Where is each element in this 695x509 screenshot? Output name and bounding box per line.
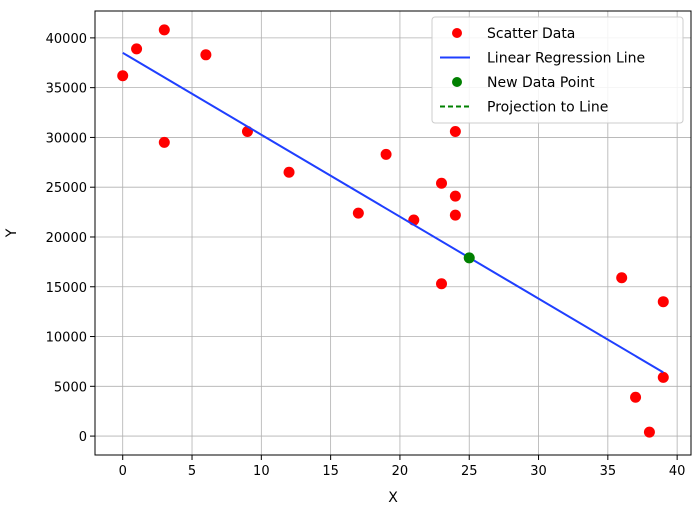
scatter-point: [158, 24, 170, 36]
y-tick-label: 10000: [46, 331, 87, 346]
legend-marker-new-point: [452, 77, 462, 87]
scatter-point: [131, 43, 143, 55]
y-tick-label: 30000: [46, 131, 87, 146]
regression-line: [122, 51, 664, 374]
y-tick-label: 25000: [46, 181, 87, 196]
y-axis-label: Y: [4, 228, 20, 238]
scatter-point: [436, 278, 448, 290]
scatter-point: [436, 177, 448, 189]
scatter-point: [283, 166, 295, 178]
new-data-point: [463, 252, 475, 264]
scatter-point: [449, 209, 461, 221]
x-tick-label: 25: [461, 464, 478, 479]
x-tick-label: 0: [119, 464, 127, 479]
x-axis-label: X: [388, 490, 398, 506]
y-tick-label: 20000: [46, 231, 87, 246]
y-tick-label: 40000: [46, 32, 87, 47]
scatter-point: [657, 296, 669, 308]
x-tick-label: 10: [253, 464, 270, 479]
scatter-point: [352, 207, 364, 219]
scatter-point: [657, 371, 669, 383]
x-tick-label: 20: [392, 464, 409, 479]
legend-label-scatter-data: Scatter Data: [487, 26, 575, 42]
x-tick-label: 35: [600, 464, 617, 479]
y-tick-label: 5000: [54, 380, 87, 395]
legend-marker-scatter-data: [452, 28, 462, 38]
x-tick-label: 40: [669, 464, 686, 479]
scatter-point: [117, 70, 129, 82]
legend-label-regression: Linear Regression Line: [487, 51, 645, 67]
legend-box: [431, 16, 684, 124]
y-tick-label: 15000: [46, 281, 87, 296]
legend: Scatter Data Linear Regression Line New …: [431, 16, 684, 124]
x-tick-label: 15: [322, 464, 339, 479]
plot-data: [117, 24, 669, 438]
axis-ticks: 0 5 10 15 20 25 30 35 40 0 5000 10000 15000 20000 2500…: [46, 32, 686, 479]
scatter-point: [643, 426, 655, 438]
scatter-point: [616, 272, 628, 284]
scatter-point: [630, 391, 642, 403]
plot-frame: [94, 10, 692, 456]
scatter-point: [449, 190, 461, 202]
x-tick-label: 5: [188, 464, 196, 479]
scatter-point: [158, 136, 170, 148]
scatter-point: [449, 125, 461, 137]
y-tick-label: 35000: [46, 82, 87, 97]
scatter-point: [200, 49, 212, 61]
scatter-point: [380, 148, 392, 160]
legend-label-new-point: New Data Point: [487, 75, 595, 91]
x-tick-label: 30: [530, 464, 547, 479]
legend-label-projection: Projection to Line: [487, 100, 608, 116]
y-tick-label: 0: [79, 430, 87, 445]
